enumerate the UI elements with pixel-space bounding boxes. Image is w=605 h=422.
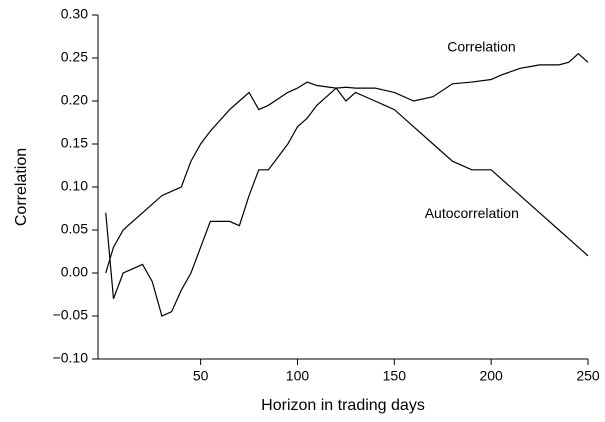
series-label: Autocorrelation	[425, 205, 519, 221]
x-tick-label: 100	[286, 368, 310, 384]
x-tick-label: 250	[576, 368, 600, 384]
y-tick-label: 0.10	[61, 178, 88, 194]
y-tick-label: 0.05	[61, 221, 88, 237]
series-line	[105, 87, 589, 317]
x-tick-label: 50	[193, 368, 209, 384]
x-axis-label: Horizon in trading days	[261, 397, 425, 414]
y-tick-label: 0.30	[61, 6, 88, 22]
x-tick-label: 150	[383, 368, 407, 384]
y-tick-label: 0.15	[61, 135, 88, 151]
series-line	[105, 52, 589, 274]
y-tick-label: 0.25	[61, 49, 88, 65]
y-tick-label: 0.00	[61, 264, 88, 280]
x-tick-label: 200	[479, 368, 503, 384]
y-tick-label: −0.10	[53, 350, 89, 366]
y-tick-label: 0.20	[61, 92, 88, 108]
y-axis-label: Correlation	[13, 148, 30, 226]
y-tick-label: −0.05	[53, 307, 89, 323]
series-label: Correlation	[447, 38, 515, 54]
